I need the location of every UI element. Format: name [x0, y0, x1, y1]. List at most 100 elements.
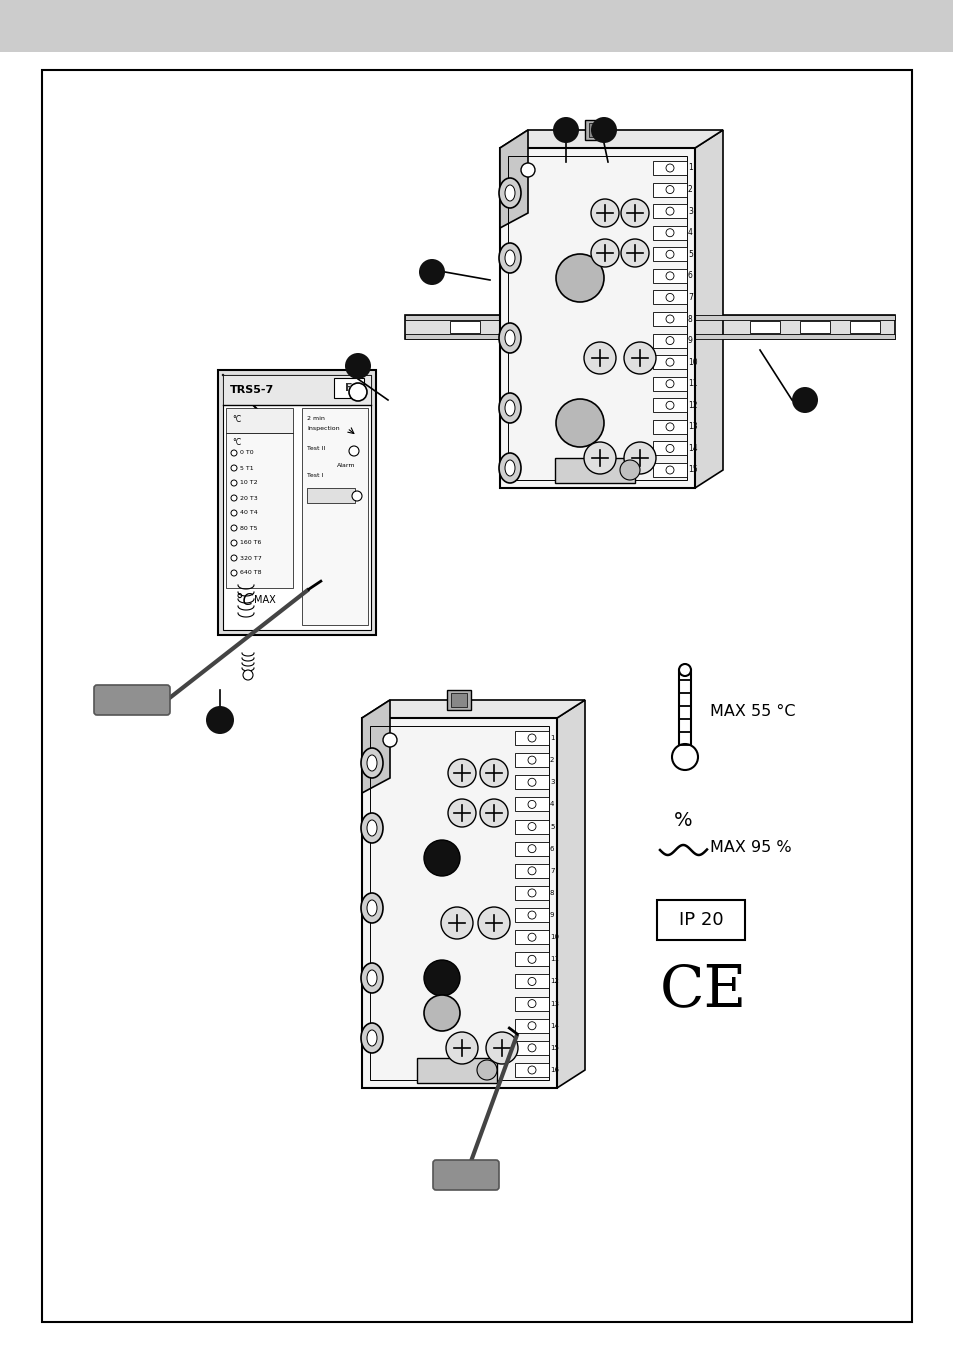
Text: CE: CE: [659, 963, 746, 1018]
Circle shape: [423, 840, 459, 876]
Bar: [515, 996, 548, 1010]
Circle shape: [476, 1060, 497, 1080]
Circle shape: [665, 402, 673, 410]
Circle shape: [231, 539, 236, 546]
Circle shape: [556, 399, 603, 448]
Ellipse shape: [504, 330, 515, 346]
Bar: [450, 320, 479, 333]
Circle shape: [479, 799, 507, 827]
Circle shape: [665, 207, 673, 215]
Bar: [679, 671, 690, 754]
FancyBboxPatch shape: [433, 1160, 498, 1190]
Bar: [652, 291, 686, 304]
Circle shape: [665, 164, 673, 172]
Bar: [334, 379, 364, 397]
Circle shape: [231, 510, 236, 516]
Circle shape: [527, 779, 536, 787]
Text: 0 T0: 0 T0: [240, 450, 253, 456]
Circle shape: [231, 480, 236, 485]
Polygon shape: [361, 700, 584, 718]
Ellipse shape: [504, 400, 515, 416]
Text: 6: 6: [550, 845, 554, 852]
Bar: [515, 842, 548, 856]
Ellipse shape: [360, 748, 382, 777]
Text: 9: 9: [550, 913, 554, 918]
Bar: [405, 334, 894, 339]
Circle shape: [553, 118, 578, 143]
Circle shape: [448, 758, 476, 787]
Circle shape: [527, 822, 536, 830]
Circle shape: [418, 260, 444, 285]
Bar: [515, 909, 548, 922]
Text: 16: 16: [550, 1067, 558, 1073]
Bar: [652, 183, 686, 196]
Text: 3: 3: [550, 779, 554, 786]
Bar: [447, 690, 471, 710]
Circle shape: [583, 442, 616, 475]
Circle shape: [527, 888, 536, 896]
Circle shape: [448, 799, 476, 827]
Text: 2 min: 2 min: [307, 416, 325, 420]
Circle shape: [446, 1032, 477, 1064]
Text: 15: 15: [687, 465, 697, 475]
Bar: [588, 123, 604, 137]
Text: 12: 12: [550, 979, 558, 984]
Text: 15: 15: [550, 1045, 558, 1051]
Text: 6: 6: [687, 272, 692, 280]
Circle shape: [590, 199, 618, 227]
Circle shape: [620, 239, 648, 266]
Text: Alarm: Alarm: [336, 462, 355, 468]
Text: 8: 8: [687, 315, 692, 323]
Bar: [405, 315, 894, 320]
Text: 11: 11: [550, 956, 558, 963]
Text: F: F: [345, 383, 353, 393]
Ellipse shape: [360, 963, 382, 992]
Circle shape: [665, 250, 673, 258]
Circle shape: [665, 337, 673, 345]
Text: 2: 2: [550, 757, 554, 763]
Circle shape: [671, 744, 698, 771]
Circle shape: [527, 956, 536, 964]
Text: °C: °C: [232, 415, 241, 425]
Bar: [515, 775, 548, 790]
Bar: [499, 147, 695, 488]
Circle shape: [527, 734, 536, 742]
Bar: [515, 952, 548, 967]
Ellipse shape: [498, 393, 520, 423]
Circle shape: [349, 446, 358, 456]
Circle shape: [623, 342, 656, 375]
Circle shape: [520, 164, 535, 177]
Text: 640 T8: 640 T8: [240, 571, 261, 576]
Bar: [416, 1059, 497, 1083]
Circle shape: [590, 118, 617, 143]
Circle shape: [440, 907, 473, 940]
Bar: [849, 320, 879, 333]
Ellipse shape: [498, 453, 520, 483]
Bar: [515, 1019, 548, 1033]
Bar: [652, 377, 686, 391]
Text: TRS5-7: TRS5-7: [230, 385, 274, 395]
Ellipse shape: [504, 185, 515, 201]
Polygon shape: [361, 700, 390, 794]
Text: MAX 95 %: MAX 95 %: [709, 841, 791, 856]
Bar: [223, 375, 371, 630]
Circle shape: [619, 460, 639, 480]
Circle shape: [623, 442, 656, 475]
Bar: [515, 930, 548, 944]
Text: 1: 1: [550, 735, 554, 741]
Text: 7: 7: [687, 293, 692, 301]
Circle shape: [527, 977, 536, 986]
Bar: [652, 247, 686, 261]
Circle shape: [583, 342, 616, 375]
Circle shape: [527, 867, 536, 875]
Circle shape: [231, 525, 236, 531]
Circle shape: [665, 185, 673, 193]
Circle shape: [665, 315, 673, 323]
Text: MAX: MAX: [253, 595, 275, 604]
Circle shape: [665, 293, 673, 301]
Bar: [515, 1063, 548, 1078]
Text: 10: 10: [687, 358, 697, 366]
Ellipse shape: [360, 1023, 382, 1053]
Circle shape: [423, 960, 459, 996]
Ellipse shape: [498, 178, 520, 208]
